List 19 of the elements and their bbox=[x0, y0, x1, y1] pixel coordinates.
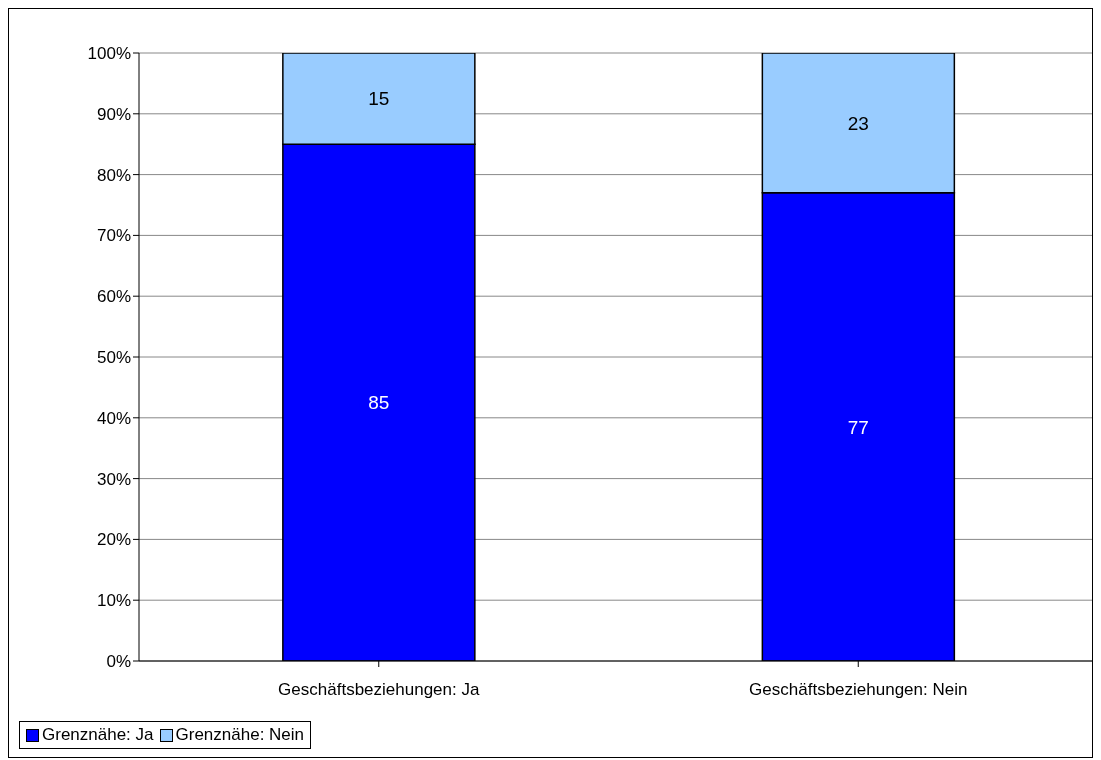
y-tick-label: 100% bbox=[87, 44, 131, 64]
data-label: 85 bbox=[368, 392, 390, 414]
legend-label: Grenznähe: Ja bbox=[41, 725, 154, 745]
data-label: 77 bbox=[847, 416, 869, 438]
data-label: 23 bbox=[847, 112, 869, 134]
x-tick-label: Geschäftsbeziehungen: Nein bbox=[749, 680, 968, 700]
y-tick-label: 90% bbox=[96, 104, 131, 124]
y-tick-label: 80% bbox=[96, 165, 131, 185]
x-tick-label: Geschäftsbeziehungen: Ja bbox=[278, 680, 480, 700]
y-tick-label: 60% bbox=[96, 287, 131, 307]
y-tick-label: 20% bbox=[96, 530, 131, 550]
data-label: 15 bbox=[368, 88, 390, 110]
y-tick-label: 50% bbox=[96, 348, 131, 368]
y-tick-label: 70% bbox=[96, 226, 131, 246]
y-tick-label: 10% bbox=[96, 591, 131, 611]
y-tick-label: 40% bbox=[96, 408, 131, 428]
legend-label: Grenznähe: Nein bbox=[174, 725, 305, 745]
y-tick-label: 0% bbox=[106, 652, 131, 672]
y-tick-label: 30% bbox=[96, 469, 131, 489]
